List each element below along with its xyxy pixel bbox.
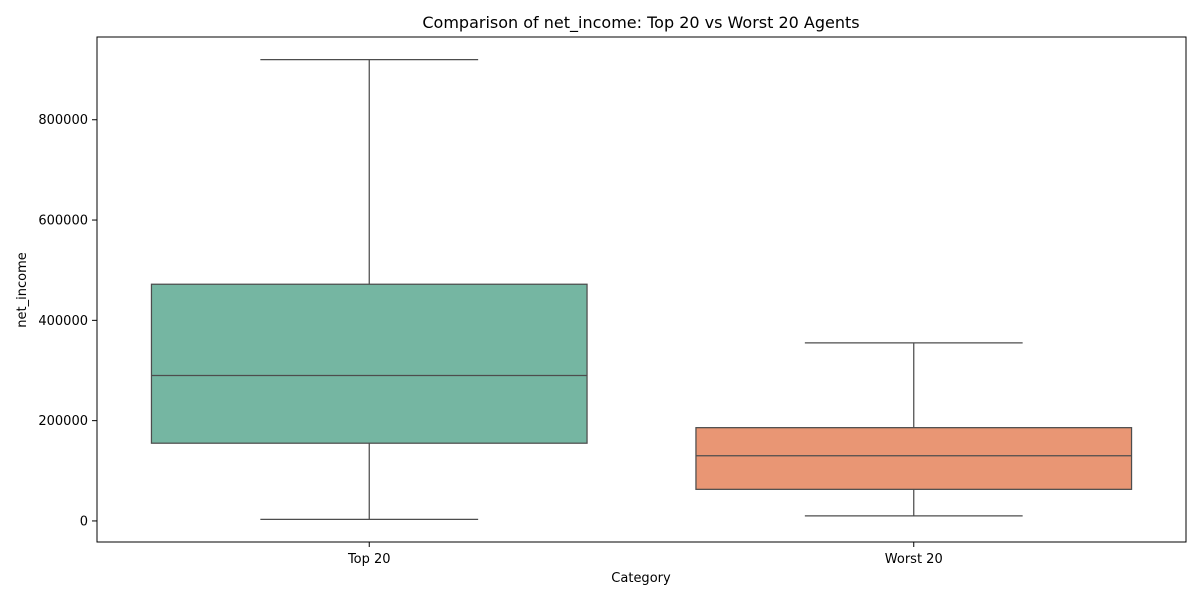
y-tick-label: 600000: [38, 214, 88, 229]
y-axis: 0 200000 400000 600000 800000: [38, 113, 97, 529]
x-axis-label: Category: [611, 571, 671, 586]
x-axis: Top 20 Worst 20: [347, 542, 943, 567]
box-body: [695, 427, 1133, 490]
y-tick-label: 800000: [38, 113, 88, 128]
box-2: [695, 342, 1133, 517]
plot-area-frame: [96, 36, 1187, 543]
chart-title: Comparison of net_income: Top 20 vs Wors…: [422, 13, 859, 33]
y-axis-label: net_income: [15, 252, 30, 327]
y-tick-label: 400000: [38, 314, 88, 329]
boxes-layer: [150, 58, 1133, 521]
x-tick-label: Worst 20: [885, 552, 943, 567]
y-tick-label: 0: [80, 514, 88, 529]
x-tick-label: Top 20: [347, 552, 391, 567]
box-1: [150, 58, 588, 521]
y-tick-label: 200000: [38, 414, 88, 429]
box-body: [150, 283, 588, 444]
